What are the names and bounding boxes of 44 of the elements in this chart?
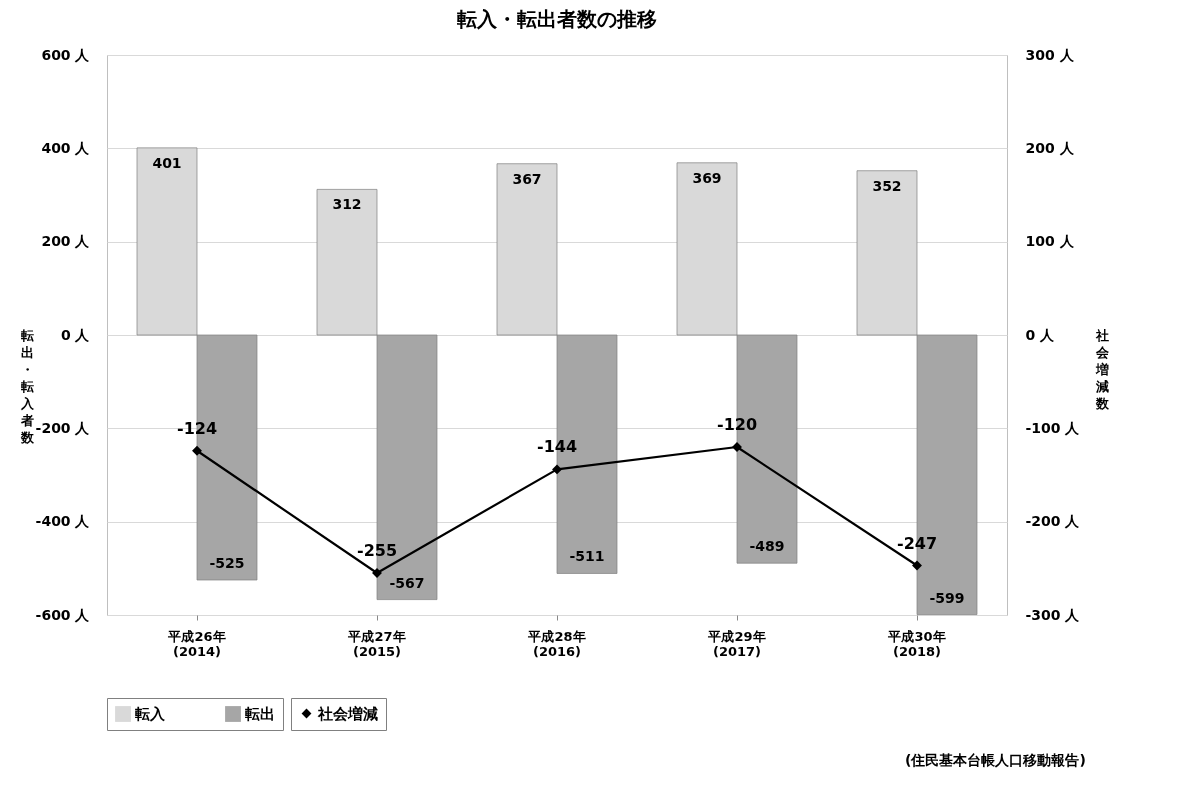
y-tick-label: 400 人	[41, 139, 91, 156]
data-label: -255	[356, 541, 398, 560]
legend-label: 社会増減	[317, 704, 378, 723]
y-tick-label: -600 人	[35, 606, 91, 623]
text: (住民基本台帳人口移動報告)	[905, 752, 1086, 770]
y2-tick-label: -200 人	[1025, 513, 1081, 530]
y2-axis-title: 社会増減数	[1095, 327, 1110, 411]
y-tick-label: -400 人	[35, 513, 91, 530]
legend-label: 転入	[135, 705, 166, 723]
data-label: 401	[152, 154, 182, 171]
y2-tick-label: 300 人	[1025, 46, 1075, 63]
x-tick-label: 平成29年 (2017)	[707, 628, 766, 659]
y2-tick-label: 0 人	[1025, 326, 1056, 343]
data-label: -144	[536, 437, 578, 457]
data-label: 369	[692, 169, 722, 186]
x-tick-label: 平成30年 (2018)	[887, 628, 946, 659]
y-axis-title: 転出・転入者数	[20, 327, 35, 445]
data-label: -567	[389, 574, 425, 591]
chart-title: 転入・転出者数の推移	[457, 7, 657, 31]
data-label: -511	[569, 548, 605, 565]
y2-tick-label: 200 人	[1025, 139, 1075, 156]
x-tick-label: 平成28年 (2016)	[527, 628, 586, 659]
data-label: -124	[176, 418, 218, 438]
y2-tick-label: -300 人	[1025, 606, 1081, 623]
data-label: -525	[209, 555, 245, 571]
data-label: 312	[332, 196, 362, 213]
data-label: -489	[749, 538, 785, 555]
y2-tick-label: 100 人	[1025, 233, 1075, 250]
point	[552, 464, 562, 474]
y-tick-label: -200 人	[35, 419, 91, 436]
data-label: 367	[512, 170, 542, 187]
data-label: -247	[896, 533, 938, 553]
data-label: -120	[716, 415, 758, 434]
y-tick-label: 600 人	[41, 46, 91, 63]
point	[912, 561, 922, 571]
legend-label: 転出	[245, 705, 275, 723]
x-tick-label: 平成26年 (2014)	[167, 628, 226, 659]
x-tick-label: 平成27年 (2015)	[347, 628, 406, 659]
point	[192, 446, 202, 456]
data-label: -599	[929, 589, 965, 606]
y-tick-label: 0 人	[60, 326, 91, 343]
y2-tick-label: -100 人	[1025, 419, 1081, 436]
y-tick-label: 200 人	[41, 233, 91, 250]
data-label: 352	[872, 177, 902, 194]
